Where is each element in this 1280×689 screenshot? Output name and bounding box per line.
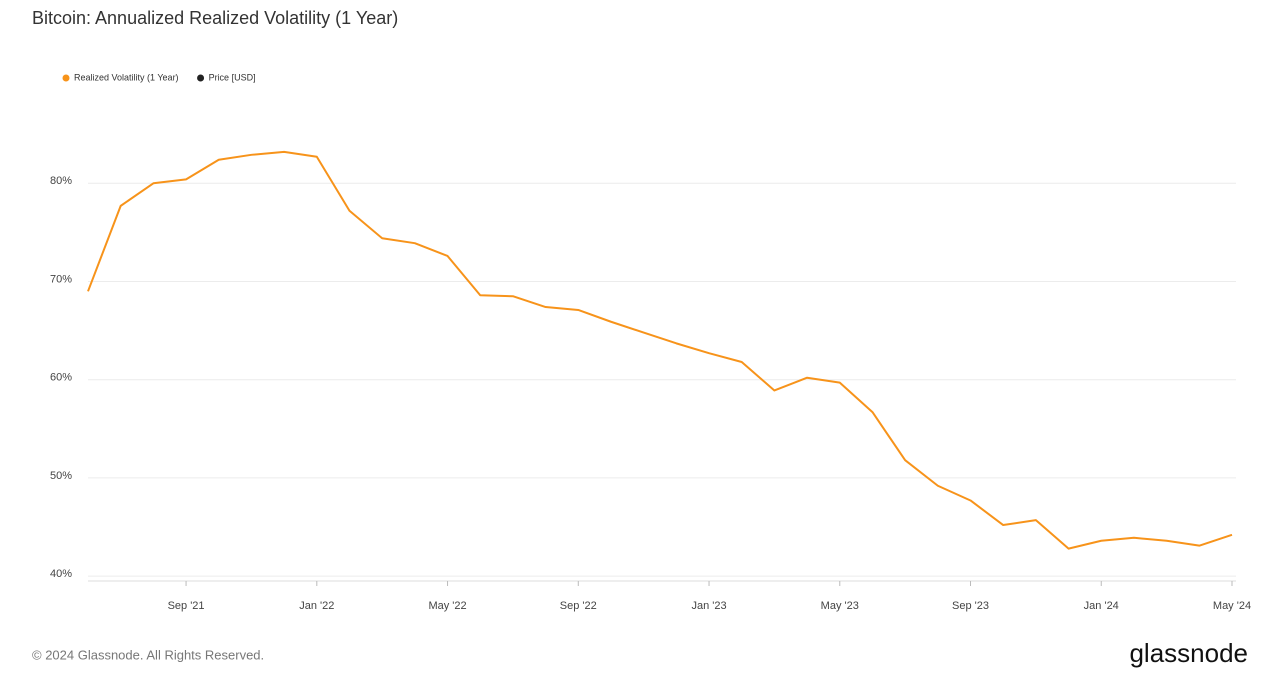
legend-marker (197, 74, 205, 82)
x-tick-label: Sep '23 (952, 600, 989, 612)
x-tick-label: Sep '21 (168, 600, 205, 612)
chart-title: Bitcoin: Annualized Realized Volatility … (32, 8, 398, 28)
x-tick-label: May '22 (428, 600, 466, 612)
legend-label: Realized Volatility (1 Year) (74, 72, 179, 82)
y-tick-label: 50% (50, 470, 72, 482)
x-tick-label: Jan '23 (691, 600, 726, 612)
x-tick-label: Sep '22 (560, 600, 597, 612)
y-tick-label: 80% (50, 175, 72, 187)
y-tick-label: 40% (50, 568, 72, 580)
logo: glassnode (1129, 638, 1248, 668)
legend: Realized Volatility (1 Year) Price [USD] (62, 72, 256, 82)
x-tick-label: May '24 (1213, 600, 1251, 612)
y-tick-label: 70% (50, 273, 72, 285)
legend-label: Price [USD] (209, 72, 256, 82)
legend-marker (62, 74, 70, 82)
y-tick-label: 60% (50, 372, 72, 384)
x-tick-label: May '23 (821, 600, 859, 612)
x-tick-label: Jan '22 (299, 600, 334, 612)
copyright: © 2024 Glassnode. All Rights Reserved. (32, 647, 264, 662)
x-tick-label: Jan '24 (1084, 600, 1119, 612)
line-series (87, 150, 1233, 550)
